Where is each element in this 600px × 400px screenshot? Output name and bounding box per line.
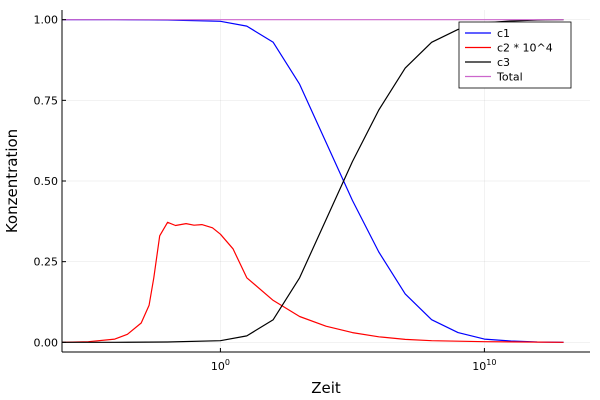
series-line-0 — [62, 19, 564, 343]
legend-label: c2 * 10^4 — [497, 42, 553, 55]
series-line-1 — [61, 221, 564, 343]
y-axis-title: Konzentration — [3, 129, 21, 233]
x-ticks: 100 1010 — [211, 348, 496, 373]
legend-label: Total — [496, 71, 523, 84]
y-tick-label: 1.00 — [34, 14, 59, 27]
y-tick-label: 0.75 — [34, 94, 59, 107]
legend: c1 c2 * 10^4c3 Total — [458, 21, 572, 89]
x-axis-title: Zeit — [311, 379, 341, 397]
legend-label: c3 — [497, 56, 510, 69]
x-tick-label: 100 — [211, 358, 230, 373]
x-tick-label: 1010 — [472, 358, 496, 373]
y-ticks: 0.00 0.25 0.50 0.75 1.00 — [34, 14, 66, 349]
y-tick-label: 0.50 — [34, 175, 59, 188]
x-tick-label-exponent: 10 — [486, 358, 496, 367]
legend-label: c1 — [497, 27, 510, 40]
y-tick-label: 0.00 — [34, 336, 59, 349]
y-tick-label: 0.25 — [34, 256, 59, 269]
x-tick-label-base: 10 — [211, 360, 225, 373]
x-tick-label-base: 10 — [472, 360, 486, 373]
x-tick-label-exponent: 0 — [225, 358, 230, 367]
